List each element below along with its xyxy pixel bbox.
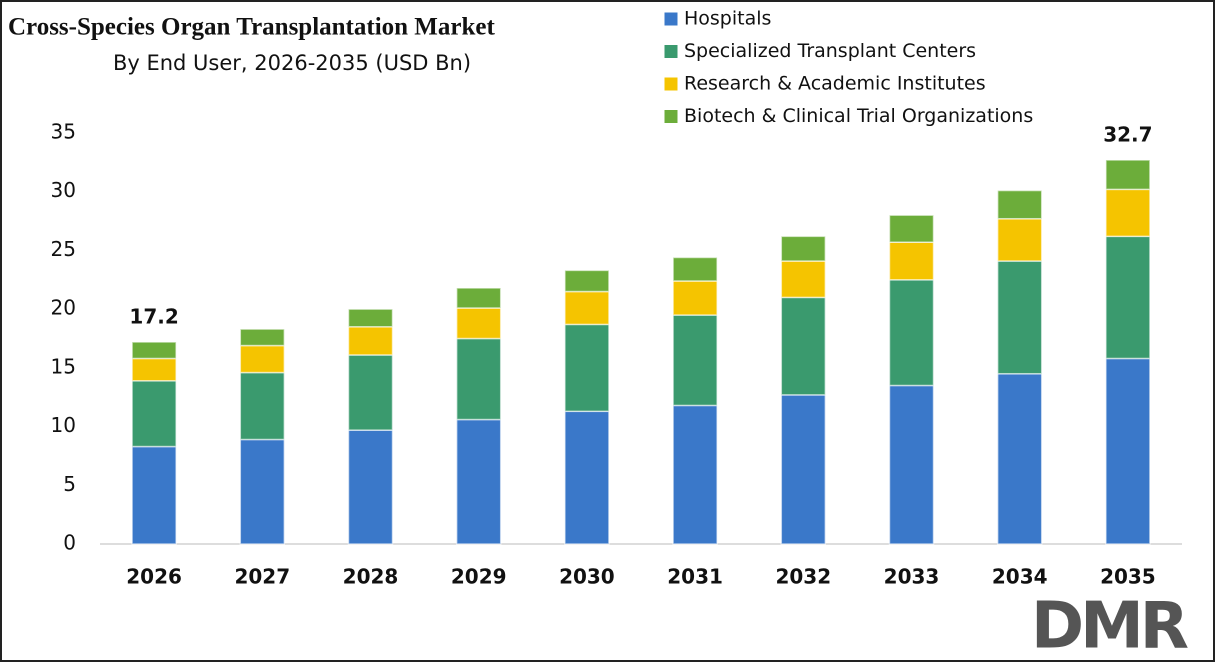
legend-label: Specialized Transplant Centers [684,40,976,62]
legend-label: Biotech & Clinical Trial Organizations [684,105,1033,127]
bar-segment [1105,159,1151,191]
legend-swatch [663,109,679,124]
bar-segment [888,241,935,281]
x-tick-label: 2032 [775,565,831,589]
x-tick-label: 2026 [126,565,182,589]
bar-segment [888,279,935,387]
bar-segment [672,314,718,407]
bar-segment [564,290,610,326]
bar-segment [996,217,1043,262]
y-tick-label: 15 [51,354,76,378]
y-tick-label: 35 [51,120,76,144]
legend-swatch [663,44,679,59]
legend-label: Research & Academic Institutes [684,73,986,95]
bar-segment [347,326,394,356]
bar-segment [131,380,177,448]
legend-label: Hospitals [684,8,771,30]
bar-segment [455,418,502,545]
chart-title: Cross-Species Organ Transplantation Mark… [8,14,495,41]
total-label: 17.2 [129,305,178,329]
bar-segment [455,307,502,340]
y-tick-label: 30 [51,178,76,202]
x-tick-label: 2030 [559,565,615,589]
x-tick-label: 2029 [451,565,507,589]
bar-segment [780,260,827,299]
y-tick-label: 10 [51,413,76,437]
chart-subtitle: By End User, 2026-2035 (USD Bn) [113,51,471,75]
bar-segment [239,438,286,545]
bar-segment [564,269,610,293]
y-tick-label: 25 [51,237,76,261]
bar-segment [564,323,610,413]
x-tick-label: 2027 [234,565,290,589]
logo: DMR [1031,590,1188,663]
y-tick-label: 5 [63,472,76,496]
bar-segment [347,429,394,545]
bar-segment [672,404,718,545]
bar-segment [1105,357,1151,545]
bar-segment [996,260,1043,375]
bar-segment [347,308,394,328]
bar-segment [888,214,935,243]
bar-segment [131,341,177,360]
bar-segment [239,344,286,374]
x-tick-label: 2028 [343,565,399,589]
y-tick-label: 20 [51,296,76,320]
x-tick-label: 2033 [884,565,940,589]
bar-segment [1105,188,1151,238]
bar-segment [131,357,177,382]
bar-segment [564,410,610,545]
bar-segment [888,384,935,545]
bar-segment [780,394,827,545]
bar-segment [239,328,286,347]
x-tick-label: 2031 [667,565,723,589]
bar-segment [131,445,177,545]
legend-swatch [663,76,679,92]
bar-segment [1105,235,1151,360]
bar-segment [780,296,827,396]
bar-segment [780,235,827,262]
bar-segment [672,256,718,282]
bar-segment [347,354,394,431]
bar-segment [455,337,502,421]
bar-segment [239,371,286,441]
x-tick-label: 2035 [1100,565,1156,589]
bar-segment [996,189,1043,220]
total-label: 32.7 [1103,123,1152,147]
bar-segment [455,287,502,309]
bar-segment [672,280,718,316]
legend-swatch [663,11,679,27]
bar-segment [996,372,1043,545]
y-tick-label: 0 [63,531,76,555]
x-tick-label: 2034 [992,565,1048,589]
